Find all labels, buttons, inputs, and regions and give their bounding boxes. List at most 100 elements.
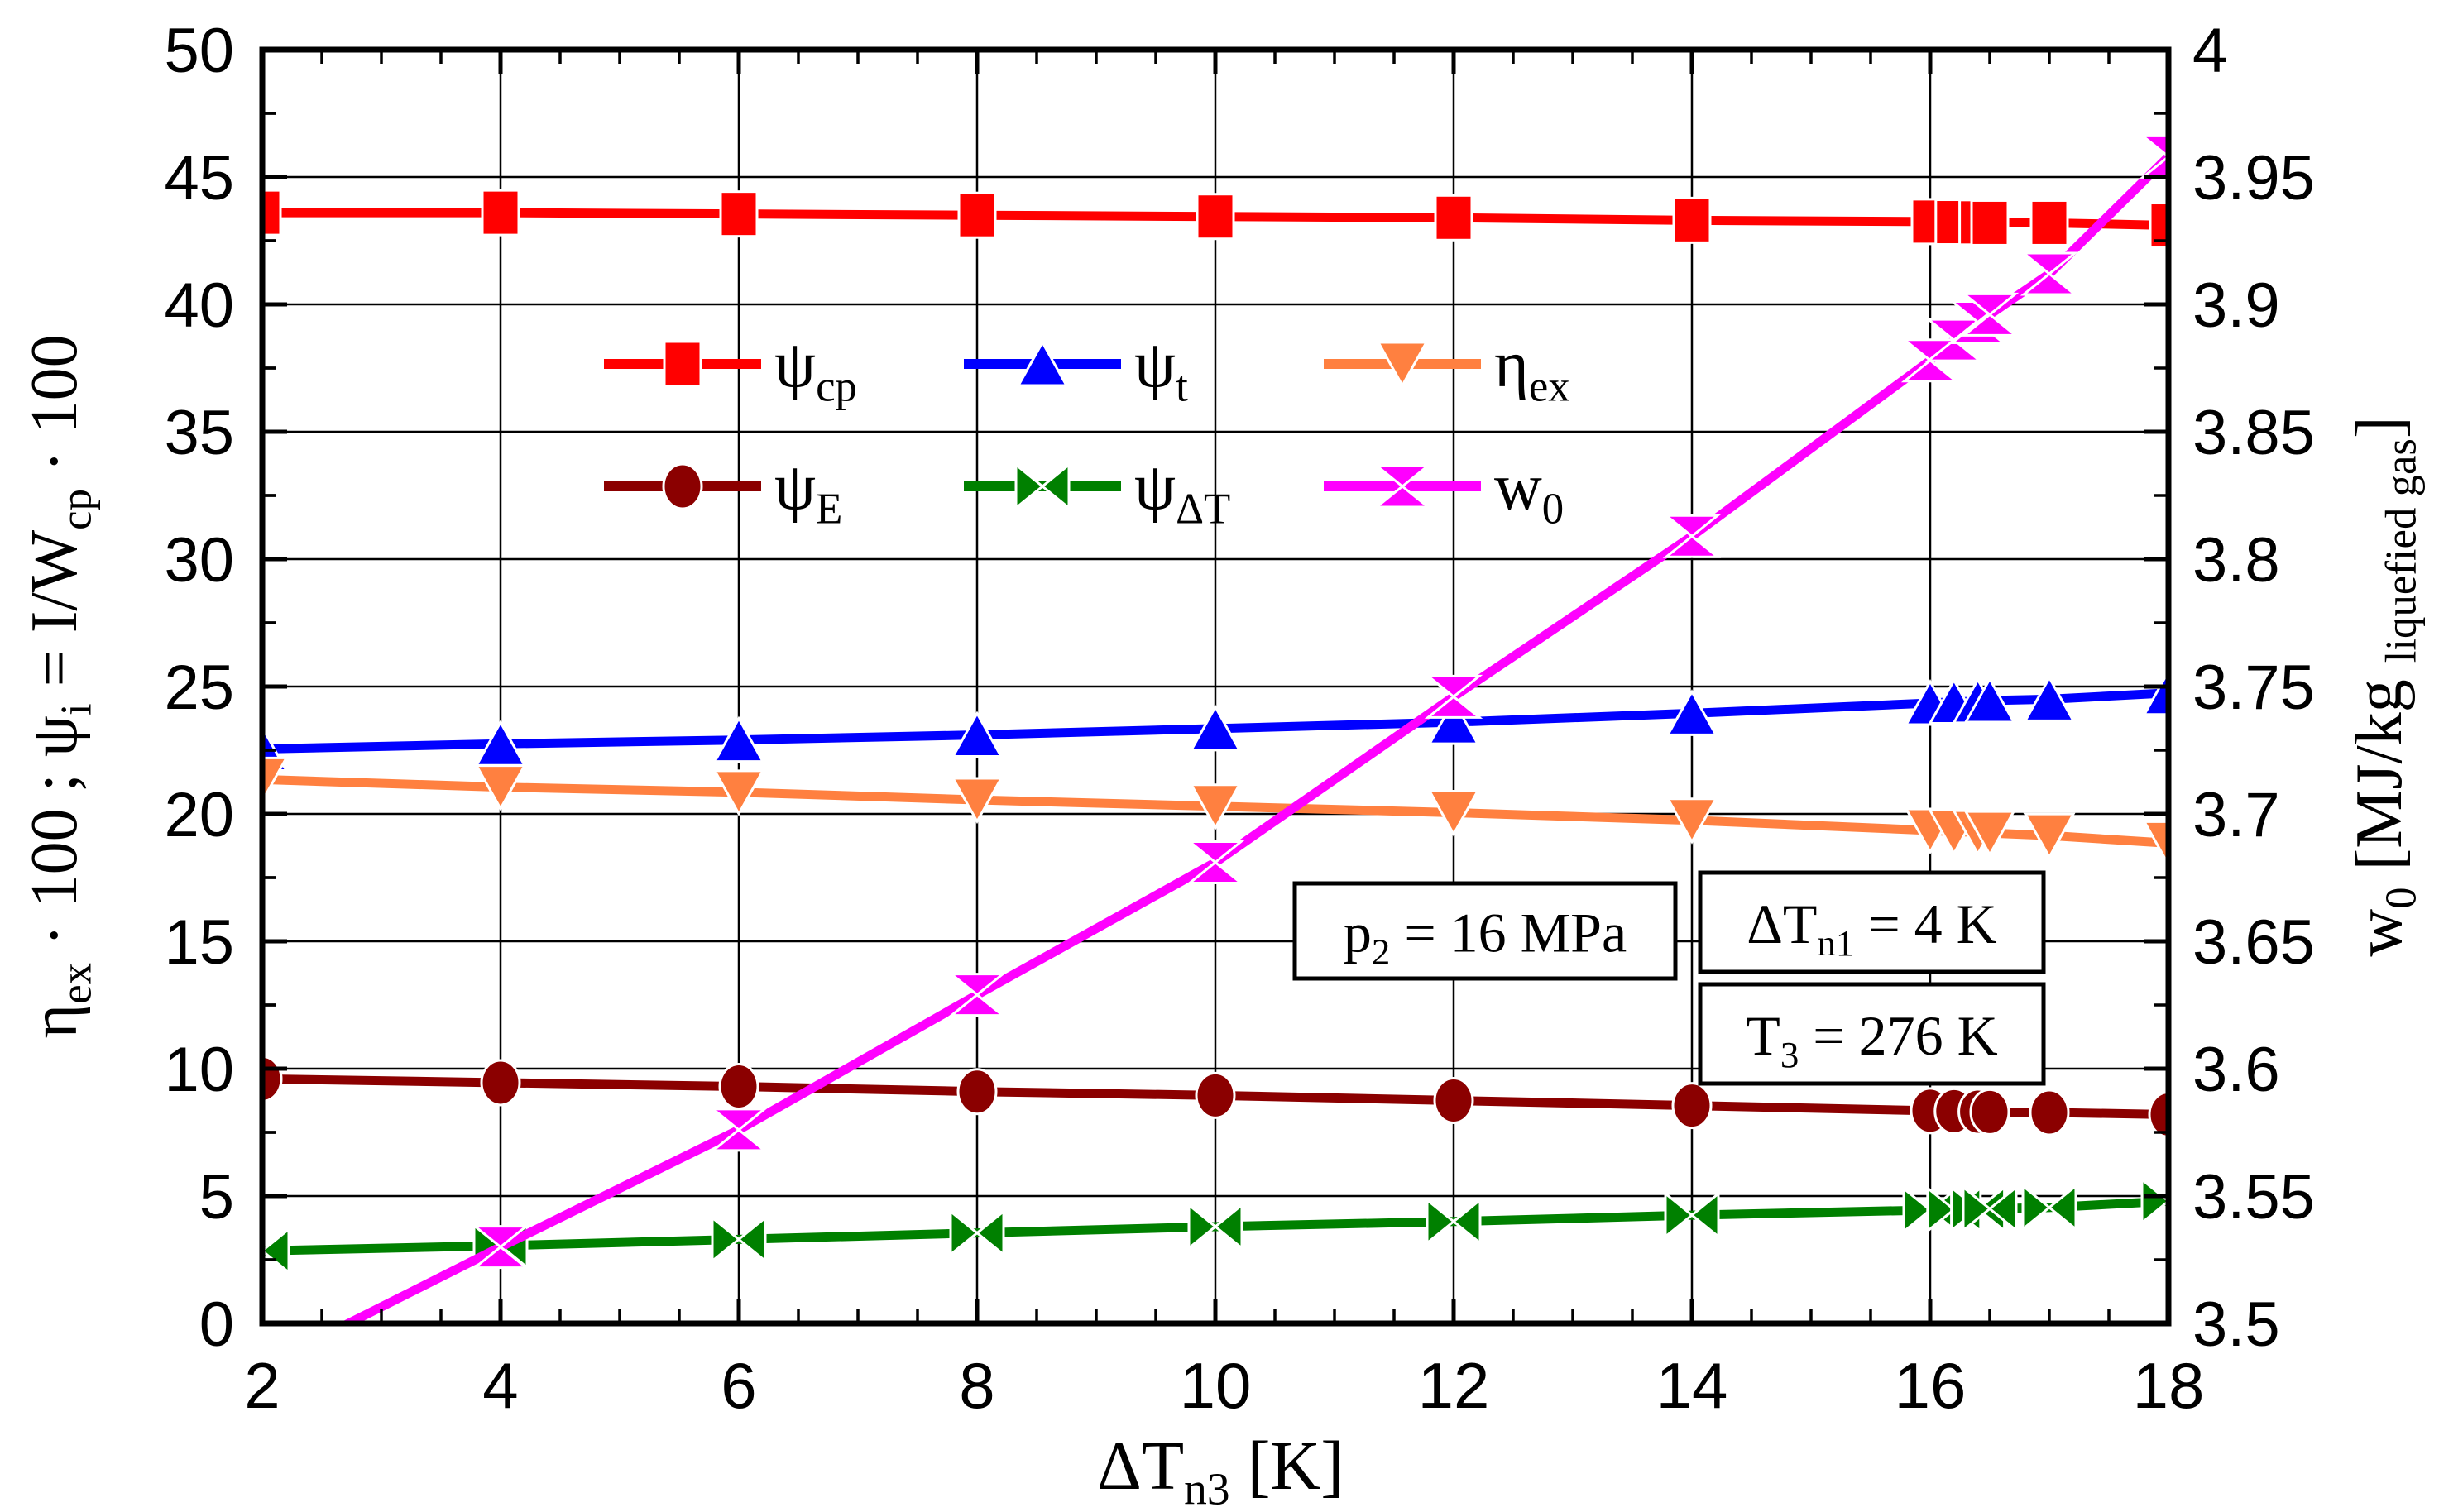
marker-triangle-down: [2142, 820, 2168, 868]
marker-triangle-up: [1427, 698, 1480, 745]
marker-triangle-up: [1189, 704, 1242, 752]
x-tick-label: 2: [244, 1349, 280, 1422]
marker-square: [262, 189, 282, 237]
right-tick-label: 3.7: [2192, 780, 2280, 850]
marker-bowtie-v: [2020, 272, 2079, 296]
x-tick-label: 6: [721, 1349, 756, 1422]
marker-bowtie-h: [975, 1208, 1005, 1257]
annotation-T3: T3 = 276 K: [1698, 982, 2046, 1086]
marker-bowtie-v: [471, 1225, 530, 1249]
right-tick-label: 3.9: [2192, 270, 2280, 341]
x-tick-label: 10: [1180, 1349, 1252, 1422]
marker-triangle-down: [2023, 812, 2076, 860]
left-tick-label: 45: [164, 143, 234, 213]
marker-bowtie-h: [1902, 1185, 1933, 1235]
annotation-text-p2: p2 = 16 MPa: [1344, 902, 1627, 973]
annotation-box: [1698, 870, 2046, 974]
right-tick-label: 3.55: [2192, 1162, 2315, 1232]
marker-bowtie-h: [1926, 1185, 1957, 1234]
left-axis-title: ηex · 100 ; ψi = I/Wcp · 100: [18, 334, 101, 1038]
marker-triangle-down: [262, 756, 289, 804]
series-psi_t: [262, 668, 2168, 772]
marker-triangle-down: [1963, 810, 2016, 858]
marker-square: [1672, 196, 1712, 244]
x-tick-label: 8: [959, 1349, 994, 1422]
right-tick-label: 3.8: [2192, 525, 2280, 596]
legend-label-psi_E: ψE: [774, 451, 842, 534]
right-tick-label: 3.85: [2192, 398, 2315, 468]
legend-item-eta_ex: ηex: [1324, 328, 1570, 411]
marker-triangle-up: [1665, 689, 1718, 736]
annotation-box: [1292, 881, 1678, 981]
marker-bowtie-v: [2139, 134, 2168, 159]
left-tick-label: 0: [199, 1290, 234, 1360]
marker-circle: [480, 1059, 521, 1107]
annotation-p2: p2 = 16 MPa: [1292, 881, 1678, 981]
marker-bowtie-h: [711, 1215, 741, 1264]
marker-triangle-down: [712, 769, 765, 816]
annotation-box: [1698, 982, 2046, 1086]
left-tick-label: 5: [199, 1162, 234, 1232]
marker-circle: [1195, 1071, 1236, 1119]
marker-bowtie-v: [1373, 485, 1432, 509]
marker-bowtie-v: [1424, 674, 1483, 699]
marker-square: [663, 340, 702, 388]
marker-circle: [718, 1063, 759, 1111]
series-layer: [262, 134, 2168, 1323]
marker-bowtie-h: [736, 1215, 767, 1264]
series-psi_E: [262, 1055, 2168, 1138]
legend-item-w0: w0: [1324, 451, 1564, 534]
right-tick-label: 3.6: [2192, 1035, 2280, 1105]
marker-square: [481, 189, 520, 237]
marker-square: [1434, 194, 1473, 242]
marker-bowtie-v: [1186, 840, 1245, 864]
legend-label-psi_cp: ψcp: [774, 328, 857, 411]
series-eta_ex: [262, 756, 2168, 868]
marker-circle: [1969, 1088, 2010, 1136]
annotation-dTn1: ΔTn1 = 4 K: [1698, 870, 2046, 974]
marker-bowtie-v: [1373, 464, 1432, 488]
marker-bowtie-h: [1451, 1197, 1482, 1246]
marker-square: [1970, 199, 2010, 246]
marker-bowtie-v: [1186, 860, 1245, 885]
left-tick-label: 35: [164, 398, 234, 468]
marker-bowtie-v: [947, 993, 1007, 1017]
marker-triangle-up: [2023, 675, 2076, 722]
marker-bowtie-v: [709, 1127, 769, 1152]
marker-triangle-down: [1665, 797, 1718, 845]
right-tick-label: 4: [2192, 16, 2227, 86]
annotation-text-T3: T3 = 276 K: [1746, 1004, 1997, 1075]
marker-bowtie-h: [1689, 1190, 1720, 1240]
annotation-text-dTn1: ΔTn1 = 4 K: [1747, 892, 1997, 964]
marker-triangle-up: [1016, 339, 1069, 387]
marker-triangle-down: [1427, 789, 1480, 837]
series-psi_dT: [262, 1177, 2168, 1275]
marker-bowtie-h: [1962, 1184, 1992, 1233]
marker-bowtie-v: [1662, 514, 1722, 538]
x-tick-label: 12: [1418, 1349, 1490, 1422]
marker-triangle-up: [1963, 676, 2016, 724]
legend-item-psi_t: ψt: [964, 328, 1188, 411]
marker-bowtie-v: [1424, 695, 1483, 719]
legend-label-psi_dT: ψΔT: [1134, 451, 1230, 534]
marker-bowtie-h: [2140, 1177, 2168, 1226]
right-tick-label: 3.75: [2192, 653, 2315, 723]
marker-bowtie-h: [1040, 462, 1071, 511]
marker-bowtie-h: [1213, 1202, 1243, 1251]
x-axis-title: ΔTn3 [K]: [1097, 1428, 1344, 1512]
marker-bowtie-h: [1187, 1202, 1218, 1251]
left-tick-label: 10: [164, 1035, 234, 1105]
marker-circle: [1671, 1082, 1713, 1130]
marker-triangle-down: [951, 777, 1004, 825]
x-tick-label: 14: [1656, 1349, 1728, 1422]
right-tick-label: 3.5: [2192, 1290, 2280, 1360]
marker-circle: [2148, 1090, 2168, 1138]
x-tick-label: 18: [2133, 1349, 2205, 1422]
marker-triangle-down: [474, 764, 527, 811]
right-axis-title: w0 [MJ/kg liquefied gas]: [2343, 416, 2426, 956]
right-tick-label: 3.65: [2192, 907, 2315, 978]
marker-bowtie-v: [2139, 155, 2168, 179]
marker-bowtie-h: [1987, 1184, 2018, 1233]
marker-triangle-up: [2142, 668, 2168, 716]
